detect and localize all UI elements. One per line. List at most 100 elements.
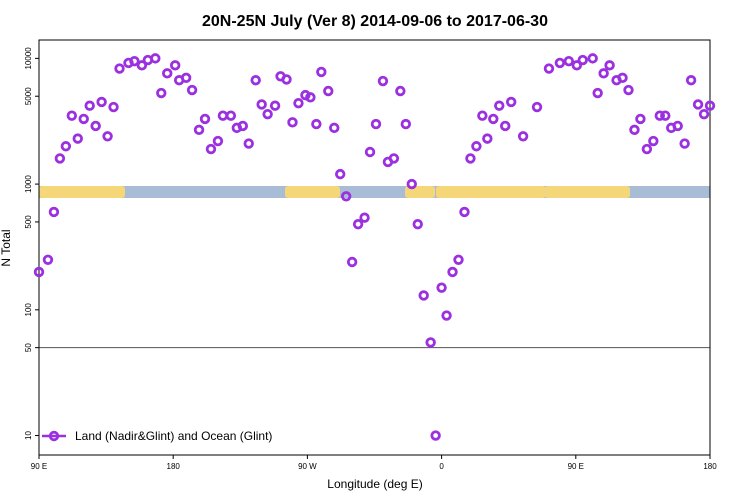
land-shape [436,186,546,198]
data-point [617,72,628,84]
data-point [205,143,217,155]
data-point [300,89,311,101]
data-point [641,143,653,155]
x-tick-label: 180 [167,462,181,471]
data-point [243,138,254,149]
data-point [129,55,140,67]
data-point [237,120,248,132]
data-point [488,113,499,125]
data-point [571,60,582,71]
data-point [364,146,376,158]
data-point [377,75,389,87]
data-point [346,256,358,268]
data-point [471,141,482,152]
data-point [648,135,659,147]
data-point [335,168,346,180]
data-point [635,113,646,125]
legend-label: Land (Nadir&Glint) and Ocean (Glint) [75,429,272,443]
x-tick-label: 90 E [31,462,47,471]
data-point [412,218,423,230]
data-point [531,101,543,113]
y-tick-label: 5000 [24,87,33,105]
y-tick-label: 1000 [24,175,33,193]
data-point [156,87,167,99]
map-strip [39,186,710,198]
data-point [494,100,505,111]
land-shapes [39,186,630,198]
data-point [84,100,95,111]
data-point [430,430,441,441]
land-shape [300,186,340,198]
data-point [293,97,304,109]
data-point [42,254,54,265]
data-point [563,55,575,67]
data-point [269,100,281,111]
data-point [262,108,273,120]
x-axis: 90 E 180 90 W 0 90 E 180 [31,455,717,471]
y-tick-label: 50 [24,343,33,352]
y-tick-label: 100 [24,303,33,317]
data-point [311,118,322,130]
data-point [72,133,83,144]
data-point [136,60,148,71]
data-point [477,110,488,121]
land-shape [39,186,125,198]
data-point [482,133,493,144]
data-point [370,118,382,130]
data-point [692,99,704,110]
data-points [33,53,716,441]
data-point [102,131,113,142]
data-point [48,206,60,218]
y-tick-label: 10 [24,431,33,440]
y-axis-label: N Total [0,229,13,266]
x-tick-label: 90 W [298,462,317,471]
x-tick-label: 180 [703,462,717,471]
data-point [592,87,603,99]
plot-frame [38,39,711,456]
data-point [323,85,334,97]
data-point [604,60,615,71]
data-point [441,310,452,321]
data-point [287,117,298,128]
legend: Land (Nadir&Glint) and Ocean (Glint) [42,429,272,443]
data-point [60,141,72,152]
data-point [517,131,529,142]
data-point [316,66,327,78]
data-point [543,63,555,74]
data-point [459,206,470,218]
data-point [623,84,634,96]
data-point [256,99,267,110]
data-point [225,110,237,121]
data-point [704,100,716,111]
data-point [505,96,517,108]
data-point [577,54,588,66]
data-point [162,68,173,79]
x-axis-label: Longitude (deg E) [327,477,422,491]
legend-swatch-marker [48,430,60,442]
y-tick-label: 500 [24,215,33,229]
data-point [169,60,181,71]
data-point [629,124,640,136]
data-point [400,118,412,130]
chart-title: 20N-25N July (Ver 8) 2014-09-06 to 2017-… [202,13,548,30]
data-point [352,218,364,230]
data-point [90,120,101,132]
data-point [250,75,261,86]
data-point [281,74,292,85]
data-point [305,92,316,103]
data-point [114,63,125,74]
data-point [660,110,671,121]
data-point [395,85,406,97]
data-point [180,72,192,84]
data-point [654,110,665,121]
data-point [340,191,352,202]
data-point [598,68,609,79]
data-point [212,135,224,147]
data-point [193,124,205,136]
y-axis: 10 50 100 500 1000 5000 10000 [24,47,39,440]
data-point [425,337,436,348]
x-tick-label: 0 [439,462,444,471]
data-point [436,282,447,293]
data-point [54,153,66,164]
